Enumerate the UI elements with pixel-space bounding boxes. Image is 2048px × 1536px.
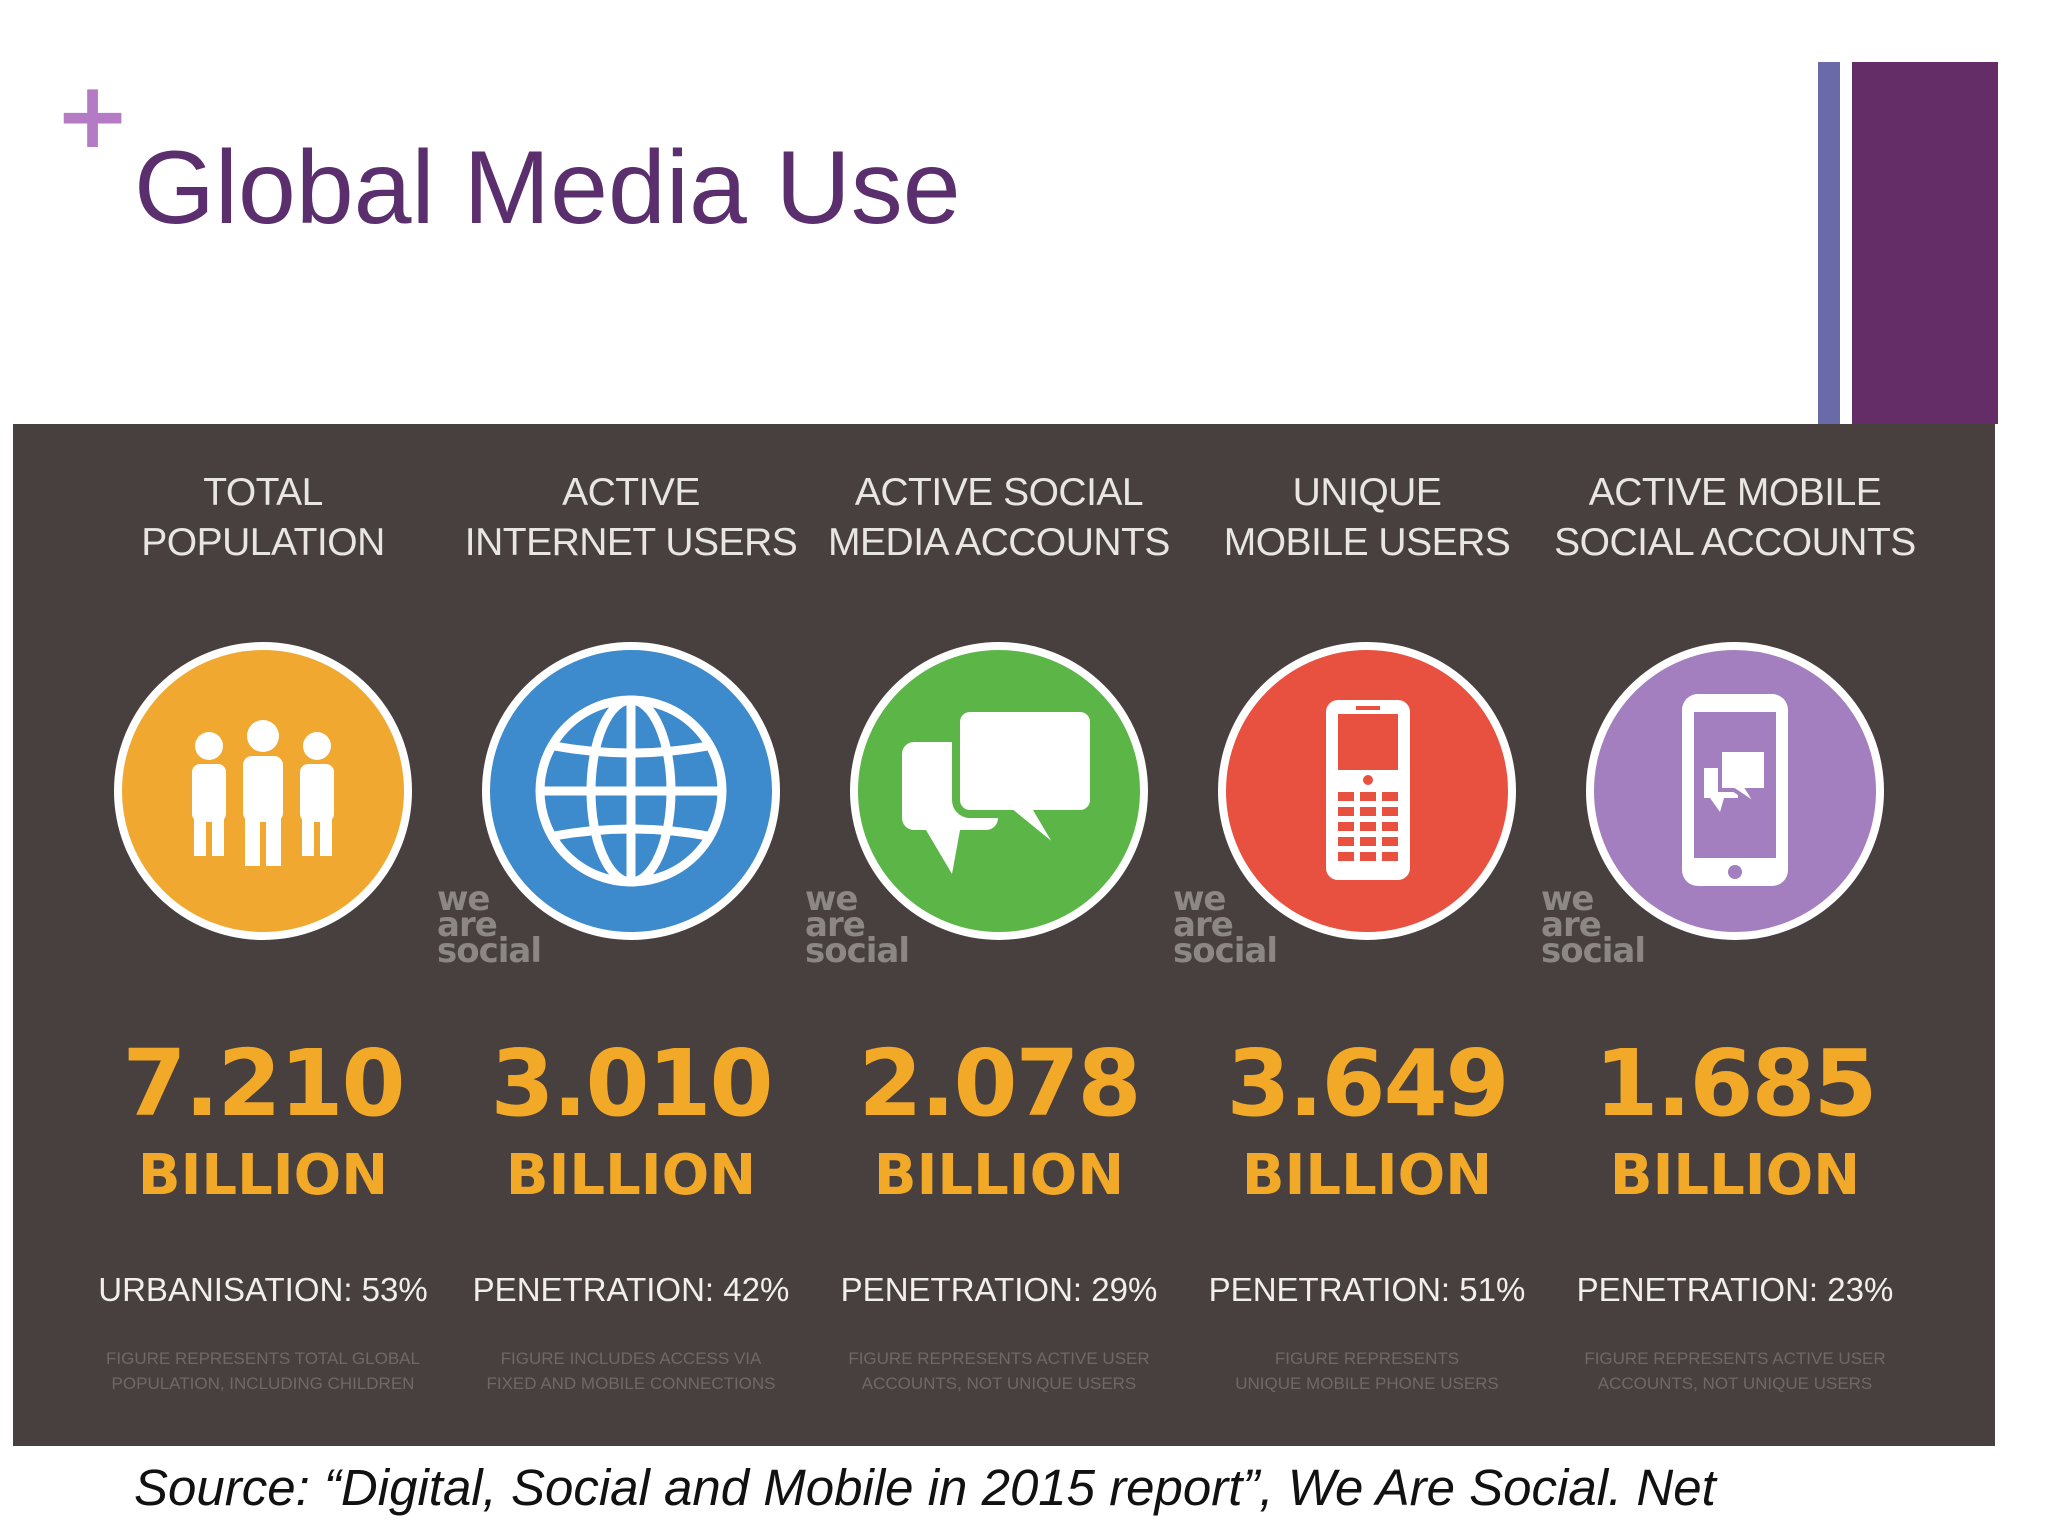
- stat-column-active-internet-users: ACTIVE INTERNET USERS we are social 3.010 …: [447, 424, 910, 1446]
- stat-label: URBANISATION: 53%: [98, 1271, 428, 1308]
- heading-line: MOBILE USERS: [1223, 521, 1511, 564]
- accent-bar-thin: [1818, 62, 1840, 424]
- stat-column-active-mobile-social-accounts: ACTIVE MOBILE SOCIAL ACCOUNTS 1.685 BILL…: [1551, 424, 1919, 1446]
- we-are-social-watermark: we are social: [805, 879, 910, 971]
- source-citation: Source: “Digital, Social and Mobile in 2…: [134, 1459, 1716, 1516]
- heading-line: POPULATION: [141, 521, 385, 564]
- we-are-social-watermark: we are social: [437, 879, 542, 971]
- stat-label: PENETRATION: 51%: [1208, 1271, 1526, 1308]
- figure-value: 1.685: [1594, 1030, 1877, 1137]
- we-are-social-watermark: we are social: [1541, 879, 1646, 971]
- footnote: FIGURE REPRESENTS UNIQUE MOBILE PHONE US…: [1235, 1349, 1499, 1393]
- figure-value: 3.649: [1226, 1030, 1509, 1137]
- stat-column-active-social-media-accounts: ACTIVE SOCIAL MEDIA ACCOUNTS we are social…: [815, 424, 1278, 1446]
- slide-title: Global Media Use: [134, 130, 961, 246]
- chat-bubbles-icon: [850, 642, 1148, 940]
- heading-line: ACTIVE: [562, 471, 700, 514]
- column-heading: TOTAL POPULATION: [59, 468, 467, 568]
- we-are-social-watermark: we are social: [1173, 879, 1278, 971]
- stat-label: PENETRATION: 42%: [472, 1271, 790, 1308]
- column-heading: ACTIVE MOBILE SOCIAL ACCOUNTS: [1531, 468, 1939, 568]
- heading-line: UNIQUE: [1292, 471, 1442, 514]
- plus-icon: +: [54, 62, 132, 169]
- infographic-panel: TOTAL POPULATION: [13, 424, 1995, 1446]
- footnote: FIGURE REPRESENTS TOTAL GLOBAL POPULATIO…: [106, 1349, 420, 1393]
- figure-value: 7.210: [122, 1030, 405, 1137]
- figure-unit: BILLION: [1609, 1143, 1861, 1208]
- column-heading: ACTIVE SOCIAL MEDIA ACCOUNTS: [795, 468, 1203, 568]
- heading-line: TOTAL: [203, 471, 323, 514]
- mobile-phone-icon: [1218, 642, 1516, 940]
- footnote: FIGURE INCLUDES ACCESS VIA FIXED AND MOB…: [486, 1349, 776, 1393]
- people-icon: [114, 642, 412, 940]
- heading-line: ACTIVE MOBILE: [1588, 471, 1882, 514]
- column-heading: UNIQUE MOBILE USERS: [1163, 468, 1571, 568]
- footnote: FIGURE REPRESENTS ACTIVE USER ACCOUNTS, …: [1584, 1349, 1886, 1393]
- smartphone-chat-icon: [1586, 642, 1884, 940]
- accent-bar-thick: [1852, 62, 1998, 424]
- heading-line: SOCIAL ACCOUNTS: [1554, 521, 1916, 564]
- figure-unit: BILLION: [1241, 1143, 1493, 1208]
- stat-label: PENETRATION: 23%: [1576, 1271, 1894, 1308]
- figure-unit: BILLION: [137, 1143, 389, 1208]
- figure-value: 2.078: [858, 1030, 1141, 1137]
- stat-label: PENETRATION: 29%: [840, 1271, 1158, 1308]
- figure-unit: BILLION: [505, 1143, 757, 1208]
- column-heading: ACTIVE INTERNET USERS: [427, 468, 835, 568]
- stat-column-total-population: TOTAL POPULATION: [79, 424, 542, 1446]
- stat-column-unique-mobile-users: UNIQUE MOBILE USERS we are social 3.64: [1183, 424, 1646, 1446]
- figure-unit: BILLION: [873, 1143, 1125, 1208]
- footnote: FIGURE REPRESENTS ACTIVE USER ACCOUNTS, …: [848, 1349, 1150, 1393]
- heading-line: MEDIA ACCOUNTS: [828, 521, 1170, 564]
- globe-icon: [482, 642, 780, 940]
- figure-value: 3.010: [490, 1030, 773, 1137]
- heading-line: INTERNET USERS: [464, 521, 798, 564]
- heading-line: ACTIVE SOCIAL: [854, 471, 1144, 514]
